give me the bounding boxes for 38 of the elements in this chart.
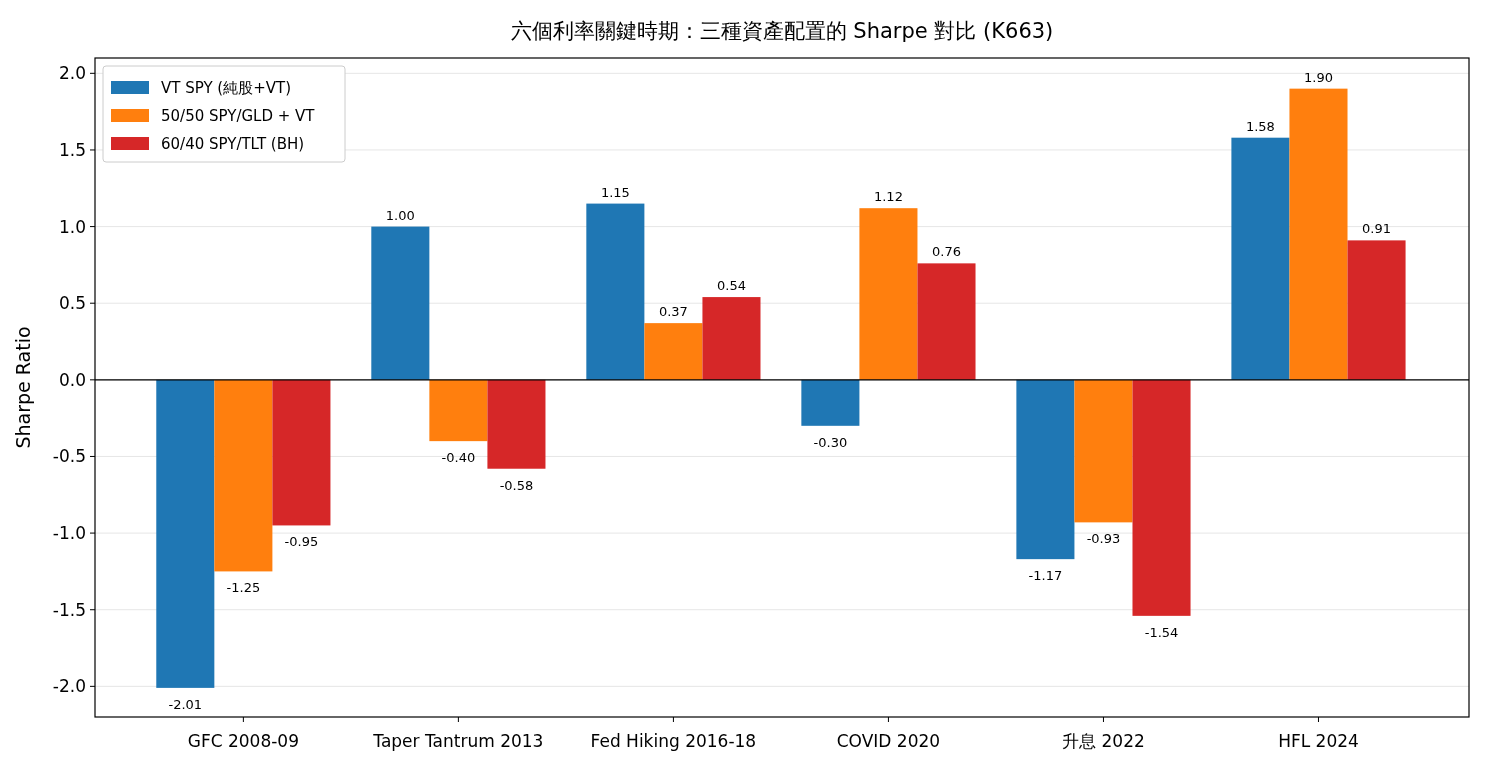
y-axis-title: Sharpe Ratio	[12, 326, 34, 449]
data-label: 1.90	[1304, 69, 1333, 85]
chart-title: 六個利率關鍵時期：三種資產配置的 Sharpe 對比 (K663)	[510, 19, 1054, 43]
data-label: 0.76	[932, 244, 961, 260]
data-label: -0.40	[441, 450, 476, 466]
legend-label: 50/50 SPY/GLD + VT	[161, 107, 316, 125]
data-label: 0.37	[658, 304, 688, 320]
data-label: 1.15	[600, 184, 630, 200]
y-tick-label: 0.0	[58, 369, 86, 390]
y-tick-label: 2.0	[58, 63, 86, 84]
legend-label: VT SPY (純股+VT)	[161, 79, 292, 97]
x-tick-label: HFL 2024	[1278, 731, 1359, 751]
x-tick-label: Fed Hiking 2016-18	[590, 731, 757, 751]
data-label: 0.91	[1362, 221, 1392, 237]
y-tick-label: -1.5	[52, 599, 86, 620]
data-label: -1.25	[226, 580, 261, 596]
x-tick-label: 升息 2022	[1062, 731, 1145, 751]
data-label: 1.00	[385, 207, 415, 223]
y-tick-label: -1.0	[52, 523, 86, 544]
y-tick-label: -0.5	[52, 446, 86, 467]
data-label: -0.30	[813, 434, 848, 450]
data-label: -0.93	[1086, 531, 1121, 547]
x-tick-label: COVID 2020	[836, 731, 941, 751]
data-label: -1.17	[1028, 568, 1063, 584]
data-label: -0.58	[499, 477, 534, 493]
legend-label: 60/40 SPY/TLT (BH)	[161, 135, 305, 153]
x-tick-label: Taper Tantrum 2013	[372, 731, 544, 751]
data-label: 0.54	[716, 278, 746, 294]
x-tick-label: GFC 2008-09	[187, 731, 299, 751]
data-label: -2.01	[168, 696, 203, 712]
y-tick-label: 1.5	[58, 139, 86, 160]
data-label: 1.58	[1245, 118, 1275, 134]
data-label: -0.95	[284, 534, 319, 550]
y-tick-label: 1.0	[58, 216, 86, 237]
y-tick-label: -2.0	[52, 676, 86, 697]
data-label: 1.12	[873, 189, 903, 205]
y-tick-label: 0.5	[58, 293, 86, 314]
data-label: -1.54	[1144, 624, 1179, 640]
